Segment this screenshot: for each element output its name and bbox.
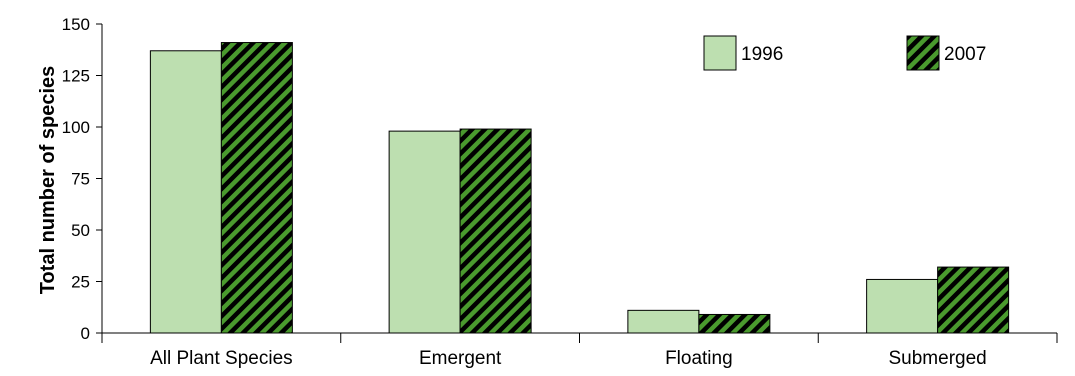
bar-1996-2: [627, 309, 700, 334]
legend-swatch-1996: [703, 35, 737, 71]
bar-2007-1: [459, 128, 532, 334]
y-tick-label: 75: [71, 170, 90, 189]
x-category-label: Submerged: [889, 348, 987, 369]
bar-1996-3: [866, 278, 939, 334]
y-tick-label: 0: [81, 324, 90, 343]
bar-1996-0: [149, 50, 222, 334]
y-tick-label: 100: [62, 118, 90, 137]
bar-1996-1: [388, 130, 461, 334]
y-tick-label: 150: [62, 15, 90, 34]
bars: [149, 42, 1010, 334]
legend: 1996 2007: [703, 35, 986, 71]
legend-label-2007: 2007: [944, 44, 986, 65]
bar-2007-2: [698, 313, 771, 334]
y-axis-title: Total number of species: [37, 66, 59, 295]
y-tick-label: 25: [71, 273, 90, 292]
x-category-label: Floating: [665, 348, 733, 369]
y-axis: 0 25 50 75 100 125 150: [62, 15, 103, 343]
legend-swatch-2007: [906, 35, 940, 71]
y-tick-label: 125: [62, 67, 90, 86]
legend-label-1996: 1996: [741, 44, 783, 65]
x-category-label: All Plant Species: [150, 348, 293, 369]
x-axis: All Plant Species Emergent Floating Submerg…: [101, 332, 1058, 369]
bar-2007-0: [220, 42, 293, 334]
y-tick-label: 50: [71, 221, 90, 240]
x-category-label: Emergent: [419, 348, 502, 369]
bar-2007-3: [937, 266, 1010, 334]
